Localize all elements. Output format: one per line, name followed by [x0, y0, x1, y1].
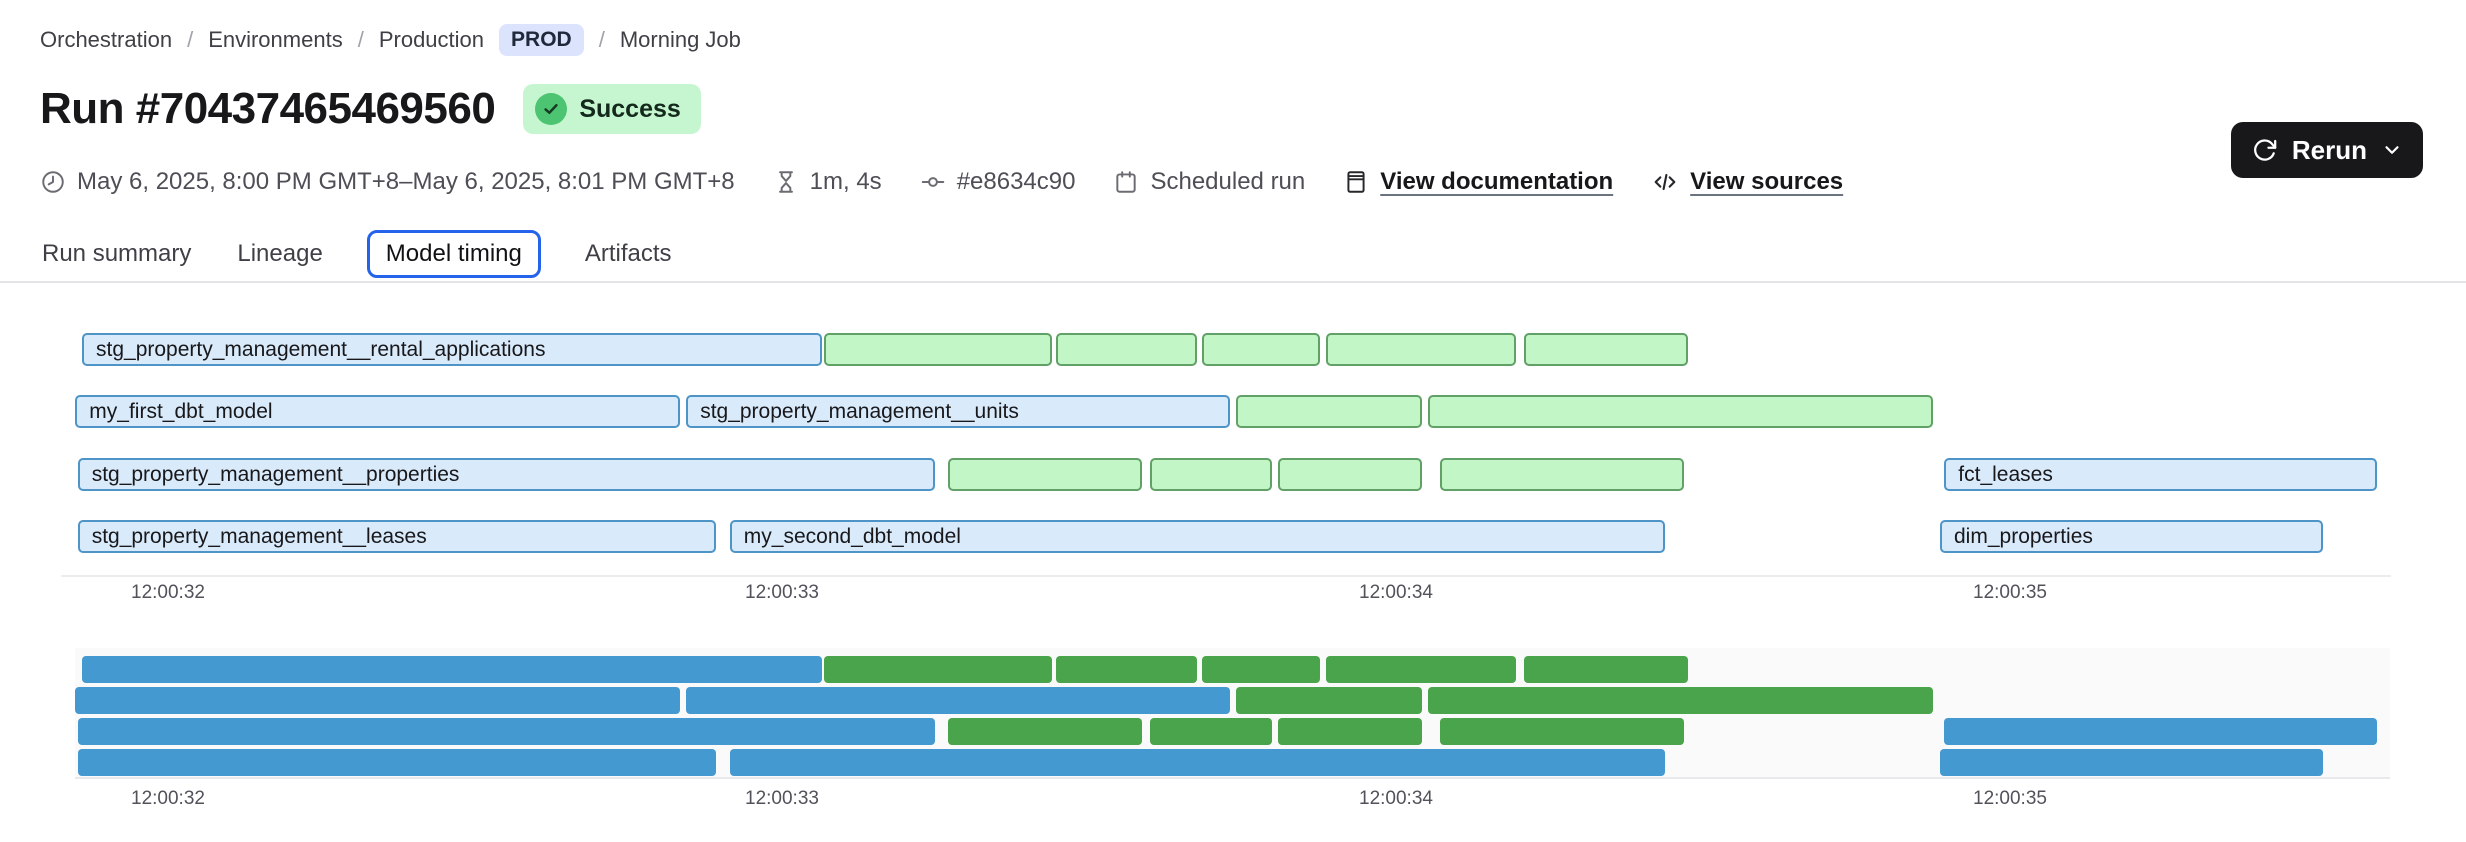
view-documentation-label[interactable]: View documentation [1380, 168, 1614, 195]
meta-duration-text: 1m, 4s [809, 168, 882, 195]
meta-time-range: May 6, 2025, 8:00 PM GMT+8–May 6, 2025, … [40, 168, 735, 196]
minimap-bar-segment [1524, 656, 1689, 683]
title-row: Run #70437465469560 Success [40, 84, 701, 134]
gantt-bar-my_first_dbt_model[interactable]: my_first_dbt_model [75, 395, 681, 428]
gantt-bar-stg_property_management__units[interactable]: stg_property_management__units [686, 395, 1231, 428]
meta-trigger: Scheduled run [1113, 168, 1305, 196]
run-meta-row: May 6, 2025, 8:00 PM GMT+8–May 6, 2025, … [40, 168, 1843, 196]
gantt-bar-segment[interactable] [1235, 395, 1422, 428]
gantt-bar-stg_property_management__rental_applications[interactable]: stg_property_management__rental_applicat… [82, 333, 822, 366]
gantt-axis-line [61, 575, 2391, 577]
clock-icon [40, 169, 66, 195]
gantt-bar-dim_properties[interactable]: dim_properties [1940, 520, 2323, 553]
minimap-bar-segment [1326, 656, 1517, 683]
axis-tick-label: 12:00:32 [131, 582, 205, 603]
gantt-bar-segment[interactable] [947, 458, 1142, 491]
status-badge: Success [523, 84, 701, 134]
timeline-minimap[interactable]: 12:00:32 12:00:33 12:00:34 12:00:35 [75, 648, 2390, 818]
minimap-bar-segment [1440, 718, 1684, 745]
minimap-bar-dim_properties [1940, 749, 2323, 776]
minimap-bar-stg_property_management__properties [77, 718, 935, 745]
calendar-icon [1113, 169, 1139, 195]
minimap-bar-my_first_dbt_model [75, 687, 681, 714]
tab-lineage[interactable]: Lineage [237, 240, 323, 267]
model-timing-gantt: stg_property_management__rental_applicat… [61, 318, 2391, 618]
axis-tick-label: 12:00:34 [1359, 582, 1433, 603]
breadcrumb-separator: / [187, 27, 194, 52]
refresh-icon [2251, 137, 2278, 164]
gantt-bar-stg_property_management__properties[interactable]: stg_property_management__properties [77, 458, 935, 491]
minimap-bar-stg_property_management__rental_applications [82, 656, 822, 683]
code-icon [1651, 168, 1679, 196]
minimap-bar-stg_property_management__leases [77, 749, 717, 776]
success-check-icon [535, 93, 568, 125]
gantt-bar-stg_property_management__leases[interactable]: stg_property_management__leases [77, 520, 717, 553]
minimap-bar-segment [1278, 718, 1422, 745]
minimap-bar-segment [1202, 656, 1320, 683]
breadcrumb-production[interactable]: Production [378, 27, 485, 52]
gantt-bar-segment[interactable] [1326, 333, 1517, 366]
breadcrumb-environments[interactable]: Environments [208, 27, 343, 52]
tab-artifacts[interactable]: Artifacts [584, 240, 672, 267]
axis-tick-label: 12:00:35 [1973, 582, 2047, 603]
meta-commit-text: #e8634c90 [956, 168, 1076, 195]
rerun-button[interactable]: Rerun [2230, 122, 2423, 178]
gantt-bar-segment[interactable] [1440, 458, 1684, 491]
meta-duration: 1m, 4s [773, 168, 882, 196]
run-tabs: Run summary Lineage Model timing Artifac… [40, 228, 674, 280]
tab-model-timing[interactable]: Model timing [366, 230, 541, 278]
page-title: Run #70437465469560 [40, 84, 496, 133]
minimap-bar-segment [1427, 687, 1933, 714]
tabs-divider [0, 281, 2466, 283]
view-sources-label[interactable]: View sources [1690, 168, 1844, 195]
commit-icon [920, 169, 946, 195]
axis-tick-label: 12:00:33 [745, 582, 819, 603]
gantt-bar-my_second_dbt_model[interactable]: my_second_dbt_model [729, 520, 1665, 553]
gantt-bar-segment[interactable] [1524, 333, 1689, 366]
rerun-button-label: Rerun [2291, 134, 2367, 165]
gantt-bar-fct_leases[interactable]: fct_leases [1944, 458, 2378, 491]
breadcrumb: Orchestration / Environments / Productio… [40, 24, 741, 56]
hourglass-icon [773, 169, 799, 195]
minimap-bar-segment [947, 718, 1142, 745]
meta-commit: #e8634c90 [920, 168, 1076, 196]
minimap-bar-segment [1055, 656, 1197, 683]
minimap-bar-stg_property_management__units [686, 687, 1231, 714]
breadcrumb-morning-job[interactable]: Morning Job [619, 27, 741, 52]
minimap-bar-segment [1235, 687, 1422, 714]
gantt-bar-segment[interactable] [1149, 458, 1272, 491]
breadcrumb-separator: / [598, 27, 605, 52]
axis-tick-label: 12:00:34 [1359, 788, 1433, 809]
view-documentation-link[interactable]: View documentation [1343, 168, 1613, 196]
axis-tick-label: 12:00:33 [745, 788, 819, 809]
gantt-bar-segment[interactable] [823, 333, 1053, 366]
status-badge-label: Success [579, 94, 681, 123]
minimap-bar-fct_leases [1944, 718, 2378, 745]
gantt-bar-segment[interactable] [1427, 395, 1933, 428]
gantt-bar-segment[interactable] [1278, 458, 1422, 491]
minimap-bar-segment [1149, 718, 1272, 745]
breadcrumb-separator: / [357, 27, 364, 52]
view-sources-link[interactable]: View sources [1651, 168, 1843, 196]
minimap-bar-my_second_dbt_model [729, 749, 1665, 776]
meta-trigger-text: Scheduled run [1150, 168, 1306, 195]
env-prod-badge: PROD [499, 24, 584, 56]
breadcrumb-orchestration[interactable]: Orchestration [40, 27, 173, 52]
gantt-bar-segment[interactable] [1055, 333, 1197, 366]
tab-run-summary[interactable]: Run summary [42, 240, 192, 267]
meta-time-range-text: May 6, 2025, 8:00 PM GMT+8–May 6, 2025, … [77, 168, 735, 195]
axis-tick-label: 12:00:35 [1973, 788, 2047, 809]
gantt-bar-segment[interactable] [1202, 333, 1320, 366]
minimap-bar-segment [823, 656, 1053, 683]
documentation-icon [1343, 169, 1369, 195]
chevron-down-icon[interactable] [2381, 139, 2403, 161]
axis-tick-label: 12:00:32 [131, 788, 205, 809]
